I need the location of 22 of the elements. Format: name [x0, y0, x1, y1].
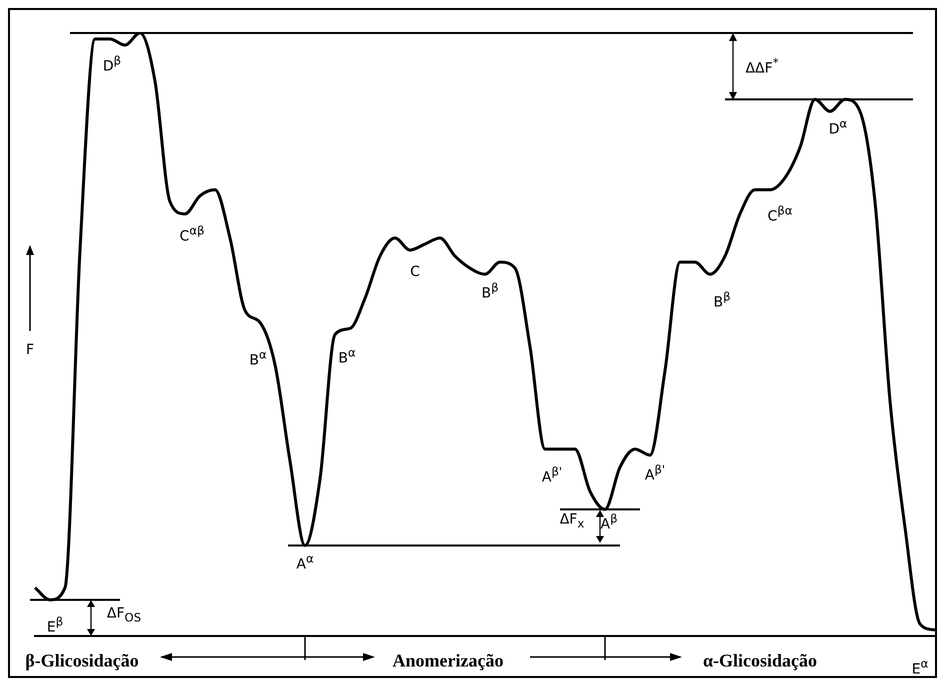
annotation: B$^{α}$ [338, 346, 356, 366]
annotation: D$^{α}$ [828, 116, 848, 138]
text: E$^{α}$ [912, 656, 928, 678]
text: β-Glicosidação [22, 650, 142, 672]
annotation: E$^{β}$ [46, 614, 64, 636]
annotation: B$^{α}$ [249, 348, 267, 368]
annotation: A$^{α}$ [296, 552, 314, 572]
annotation: ΔΔF$^{*}$ [745, 56, 779, 76]
annotation: B$^{β}$ [481, 280, 499, 302]
annotation: A$^{β'}$ [644, 462, 666, 484]
text: Anomerização [390, 650, 506, 672]
text: α-Glicosidação [700, 650, 820, 672]
annotation: C$^{βα}$ [768, 204, 792, 224]
annotation: D$^{β}$ [102, 54, 122, 74]
annotation: ΔF$_{OS}$ [106, 606, 142, 624]
annotation: B$^{β}$ [713, 290, 731, 310]
y-axis-title: F [26, 342, 34, 358]
annotation: A$^{β'}$ [542, 464, 562, 486]
annotation: A$^{β}$ [600, 512, 618, 532]
annotation: ΔF$_{x}$ [560, 512, 584, 530]
annotation: C [410, 264, 420, 280]
annotation: C$^{αβ}$ [180, 224, 204, 244]
